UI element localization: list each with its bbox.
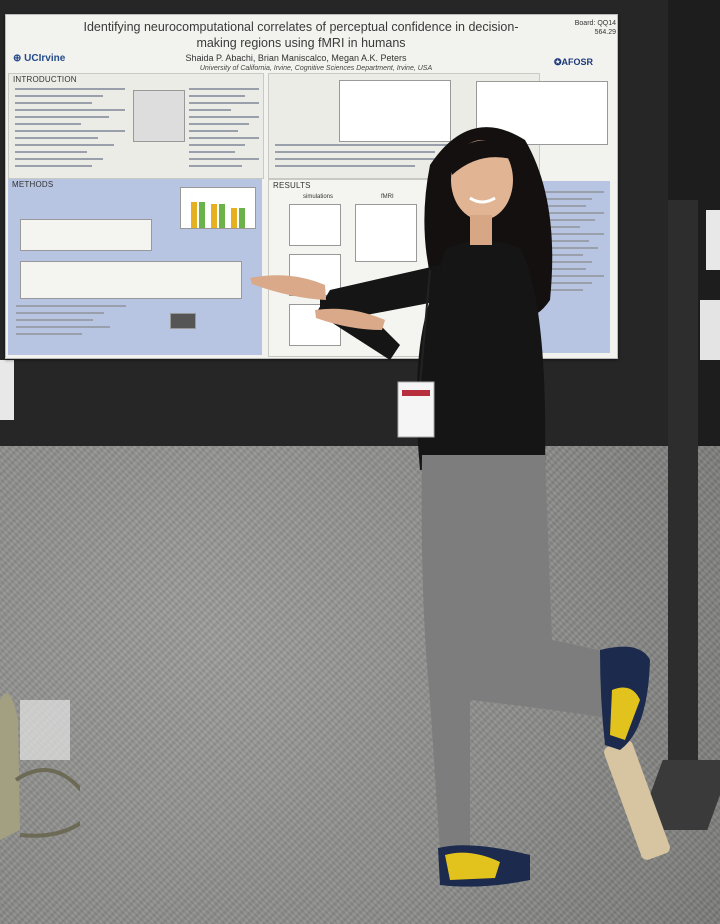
poster-title: Identifying neurocomputational correlate…: [83, 20, 519, 50]
afosr-logo: ✪AFOSR: [554, 57, 594, 67]
paper-sheet-right-lower: [700, 300, 720, 360]
introduction-heading: INTRODUCTION: [13, 75, 77, 84]
poster-authors: Shaida P. Abachi, Brian Maniscalco, Mega…: [185, 53, 407, 63]
brain-image: [170, 313, 196, 329]
afosr-logo-text: AFOSR: [561, 57, 594, 67]
intro-figure: [133, 90, 185, 142]
results-fmri-label: fMRI: [381, 194, 394, 200]
model-diagram: [339, 80, 451, 142]
board-number: 564.29: [594, 29, 616, 36]
methods-diagram-1: [20, 219, 152, 251]
introduction-section: INTRODUCTION: [8, 73, 264, 179]
board-label: Board: QQ14: [574, 20, 616, 27]
paper-sheet-right: [706, 210, 720, 270]
uci-logo: ⊕ UCIrvine: [13, 53, 66, 64]
results-plot-2: [355, 204, 417, 262]
uci-logo-text: UCIrvine: [24, 53, 66, 64]
results-heading: RESULTS: [273, 181, 311, 190]
methods-bar-chart: [180, 187, 256, 229]
board-id: Board: QQ14 564.29: [570, 19, 616, 37]
paper-sheet-left: [0, 360, 14, 420]
board-stand-pole: [668, 200, 698, 760]
results-simulations-label: simulations: [303, 194, 334, 200]
methods-diagram-2: [20, 261, 242, 299]
poster-affiliation: University of California, Irvine, Cognit…: [199, 65, 433, 72]
results-plot-1: [289, 204, 341, 246]
methods-panel: METHODS: [8, 179, 262, 355]
handbag: [0, 693, 80, 840]
methods-heading: METHODS: [12, 180, 54, 189]
conclusion-panel: [538, 181, 610, 353]
